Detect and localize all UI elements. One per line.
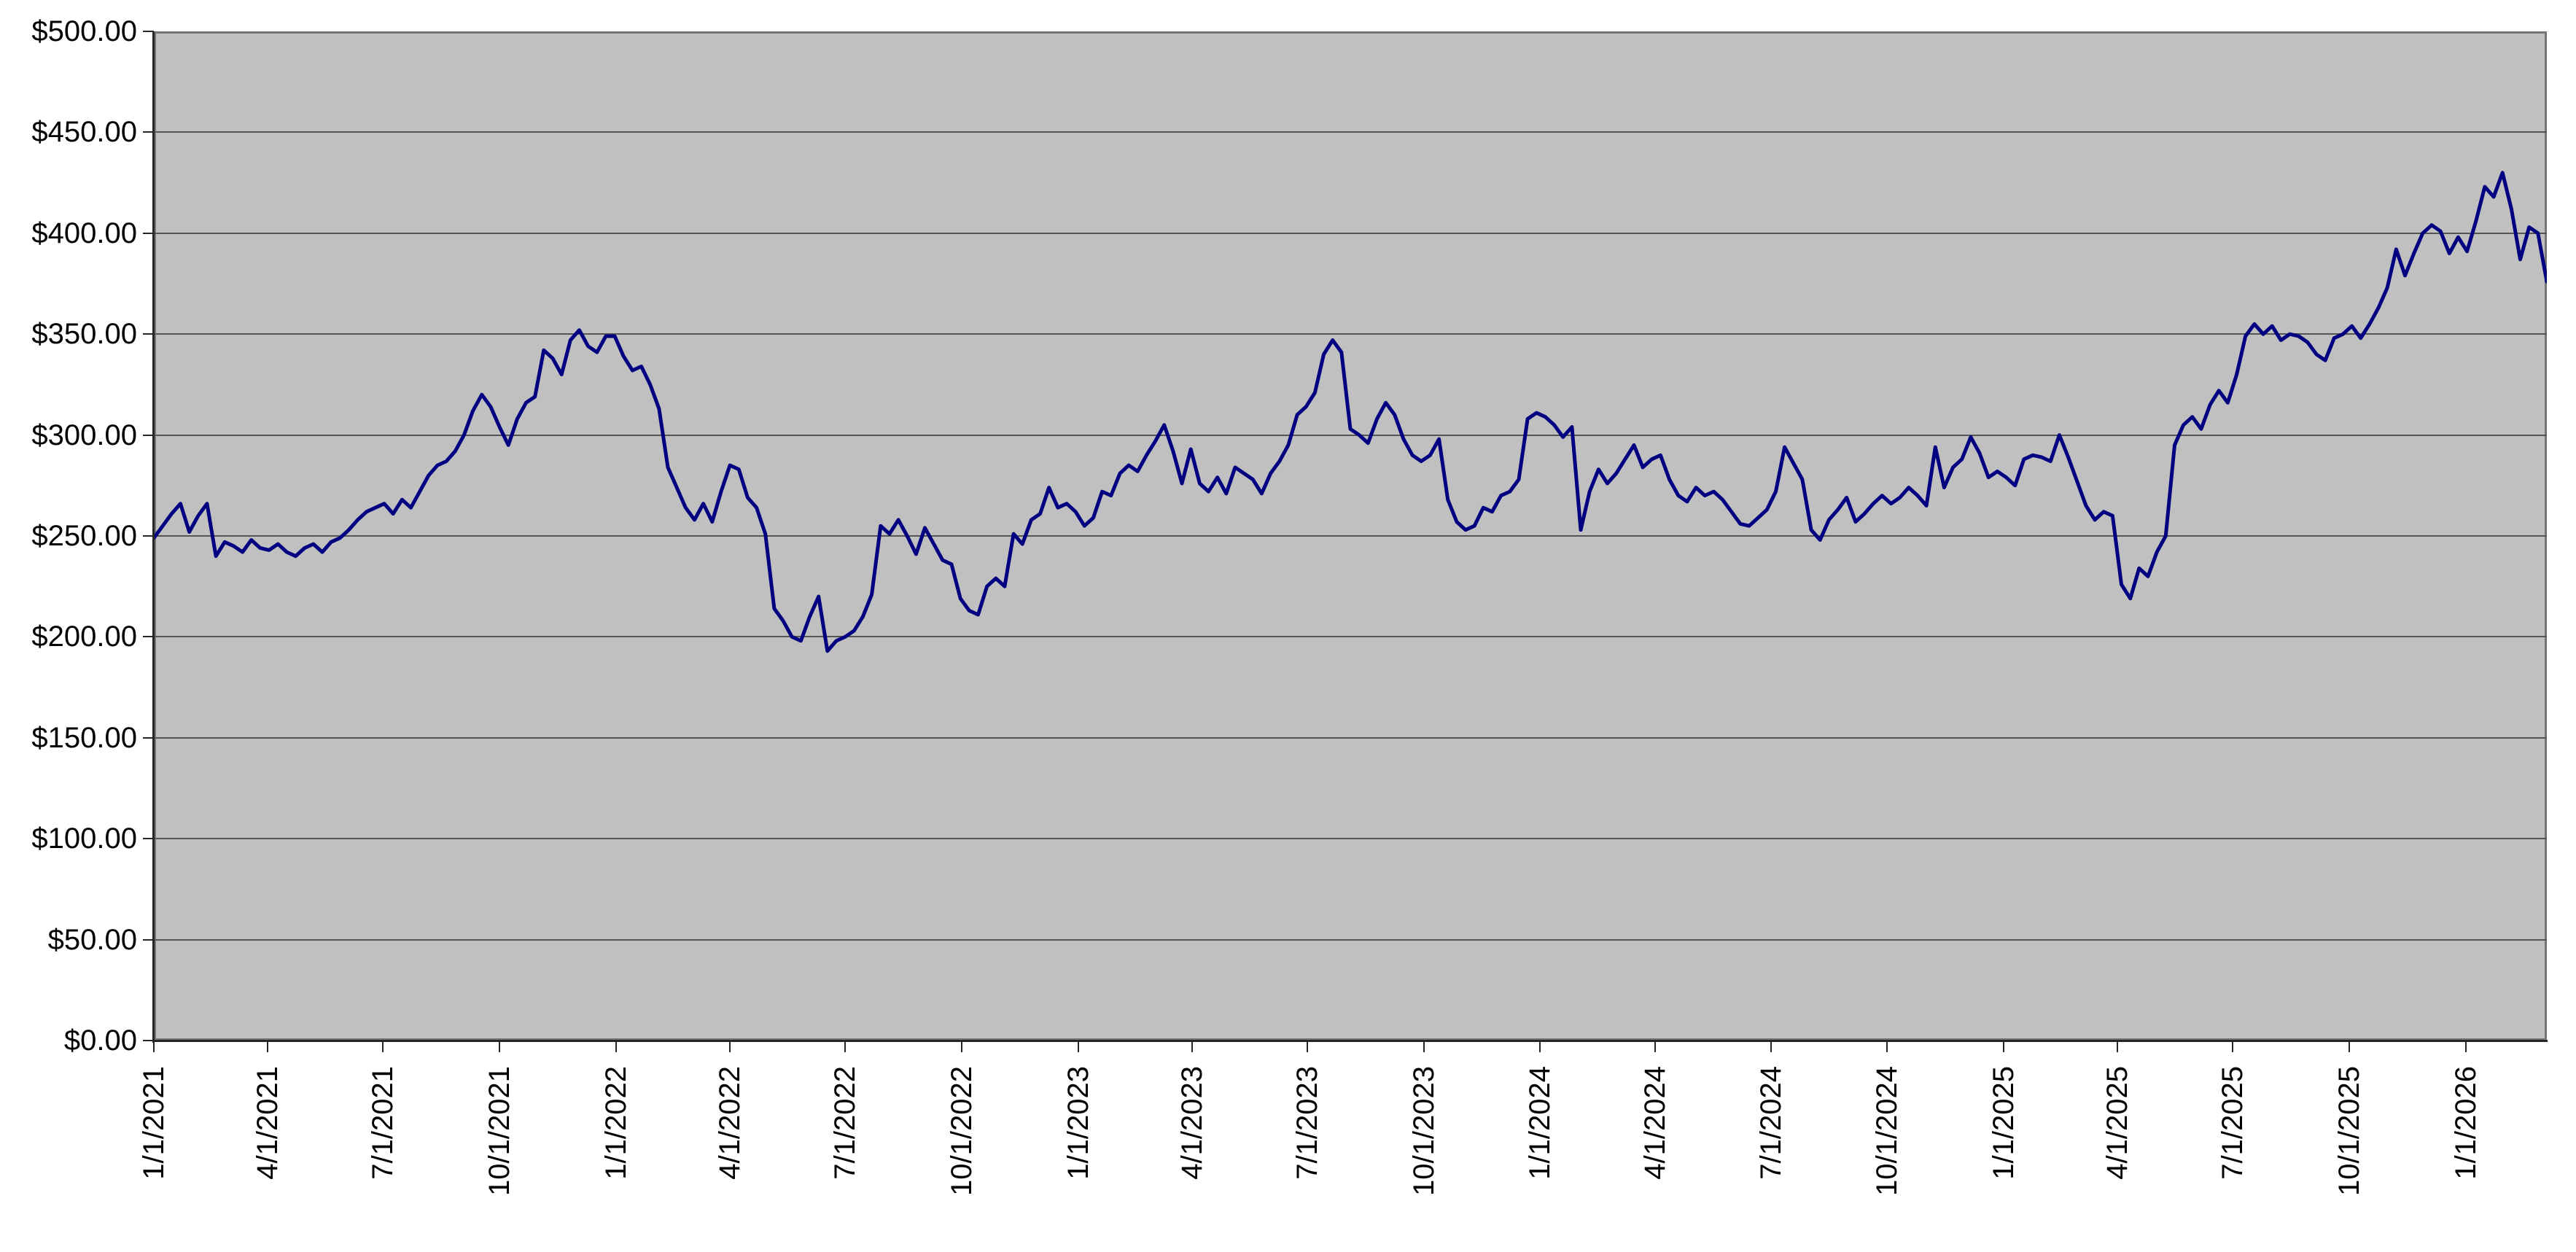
x-axis-label: 4/1/2025: [2101, 1066, 2134, 1180]
y-tick-100: [143, 838, 154, 840]
y-axis-label: $400.00: [31, 217, 137, 249]
gridline-300: [154, 434, 2547, 436]
x-tick-7/1/2022: [844, 1041, 847, 1052]
x-axis-label: 4/1/2024: [1639, 1066, 1672, 1180]
y-tick-200: [143, 636, 154, 638]
x-axis-label: 1/1/2024: [1524, 1066, 1557, 1180]
y-axis-label: $300.00: [31, 419, 137, 451]
x-axis-label: 7/1/2021: [367, 1066, 400, 1180]
x-axis-label: 1/1/2022: [599, 1066, 632, 1180]
x-axis-label: 10/1/2021: [483, 1066, 516, 1196]
price-polyline: [154, 171, 2547, 653]
y-axis-label: $0.00: [63, 1024, 137, 1057]
gridline-250: [154, 535, 2547, 537]
x-tick-7/1/2021: [382, 1041, 384, 1052]
x-tick-10/1/2025: [2349, 1041, 2351, 1052]
x-axis-label: 4/1/2022: [714, 1066, 747, 1180]
y-tick-150: [143, 736, 154, 739]
x-tick-4/1/2022: [729, 1041, 731, 1052]
y-tick-300: [143, 434, 154, 436]
y-axis-label: $350.00: [31, 318, 137, 351]
x-axis-label: 7/1/2024: [1754, 1066, 1787, 1180]
gridline-200: [154, 636, 2547, 638]
x-tick-10/1/2021: [499, 1041, 501, 1052]
gridline-100: [154, 838, 2547, 840]
y-axis-label: $250.00: [31, 520, 137, 552]
x-tick-1/1/2025: [2003, 1041, 2005, 1052]
x-axis-label: 10/1/2025: [2333, 1066, 2366, 1196]
x-tick-1/1/2026: [2464, 1041, 2467, 1052]
y-axis-label: $450.00: [31, 116, 137, 149]
x-axis-label: 7/1/2025: [2217, 1066, 2249, 1180]
gridline-450: [154, 131, 2547, 133]
x-tick-4/1/2025: [2117, 1041, 2119, 1052]
x-axis-label: 1/1/2025: [1988, 1066, 2020, 1180]
y-tick-450: [143, 131, 154, 133]
y-axis-label: $500.00: [31, 15, 137, 47]
x-tick-10/1/2023: [1423, 1041, 1425, 1052]
x-axis-label: 10/1/2022: [945, 1066, 978, 1196]
x-tick-4/1/2021: [267, 1041, 269, 1052]
x-tick-10/1/2022: [960, 1041, 962, 1052]
y-tick-500: [143, 31, 154, 32]
x-axis-label: 7/1/2023: [1291, 1066, 1323, 1180]
x-tick-1/1/2023: [1077, 1041, 1079, 1052]
y-axis-label: $200.00: [31, 621, 137, 653]
x-axis-label: 4/1/2023: [1175, 1066, 1208, 1180]
price-series-line: [154, 171, 2547, 653]
y-tick-250: [143, 535, 154, 537]
y-axis-label: $150.00: [31, 721, 137, 754]
x-axis-label: 1/1/2026: [2449, 1066, 2482, 1180]
x-axis-label: 1/1/2023: [1062, 1066, 1094, 1180]
x-axis-label: 10/1/2023: [1407, 1066, 1440, 1196]
x-axis-label: 1/1/2021: [138, 1066, 170, 1180]
x-axis-label: 4/1/2021: [252, 1066, 284, 1180]
y-tick-0: [143, 1040, 154, 1041]
gridline-150: [154, 736, 2547, 739]
x-axis-label: 10/1/2024: [1871, 1066, 1904, 1196]
x-tick-7/1/2023: [1306, 1041, 1308, 1052]
x-axis-label: 7/1/2022: [829, 1066, 862, 1180]
gridline-350: [154, 333, 2547, 335]
x-tick-1/1/2021: [153, 1041, 155, 1052]
y-tick-50: [143, 938, 154, 941]
x-tick-10/1/2024: [1886, 1041, 1888, 1052]
x-tick-7/1/2025: [2232, 1041, 2234, 1052]
y-tick-350: [143, 333, 154, 335]
gridline-400: [154, 232, 2547, 234]
x-tick-4/1/2023: [1191, 1041, 1193, 1052]
y-axis-line: [152, 31, 155, 1043]
y-tick-400: [143, 232, 154, 234]
x-tick-1/1/2024: [1539, 1041, 1541, 1052]
y-axis-label: $50.00: [47, 923, 137, 956]
gridline-50: [154, 938, 2547, 941]
x-axis-line: [152, 1040, 2548, 1042]
y-axis-label: $100.00: [31, 823, 137, 855]
x-tick-4/1/2024: [1654, 1041, 1657, 1052]
x-tick-7/1/2024: [1770, 1041, 1772, 1052]
x-tick-1/1/2022: [615, 1041, 617, 1052]
